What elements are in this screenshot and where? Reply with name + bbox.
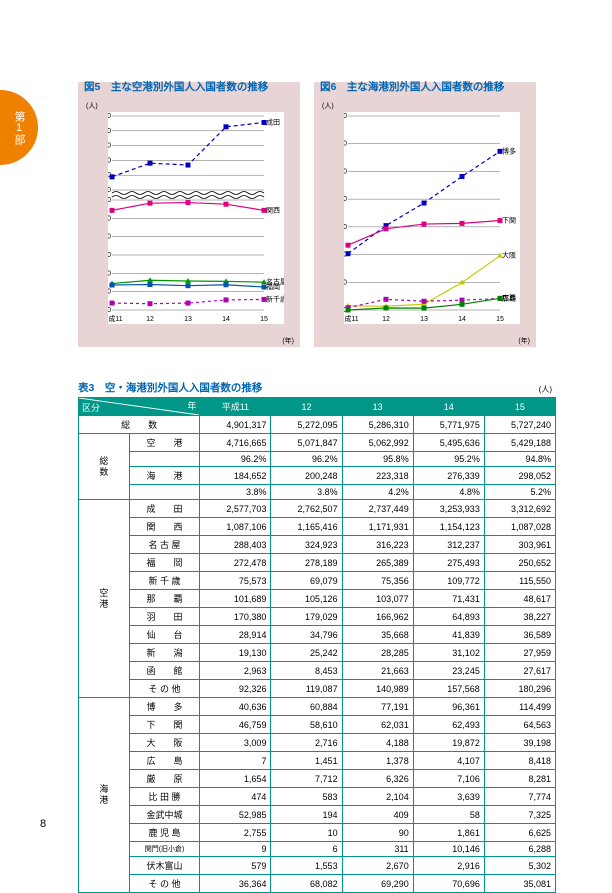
svg-text:3,400,000: 3,400,000 <box>108 113 111 120</box>
svg-text:3,000,000: 3,000,000 <box>108 143 111 150</box>
table-section: 表3 空・海港別外国人入国者数の推移 (人) 区分年平成1112131415総 … <box>78 380 556 893</box>
chart5-unit-x: (年) <box>282 336 294 346</box>
svg-text:0: 0 <box>108 307 111 314</box>
svg-text:平成11: 平成11 <box>344 314 359 323</box>
svg-text:広島: 広島 <box>502 293 516 302</box>
svg-text:400,000: 400,000 <box>108 270 111 277</box>
chart6-plot: 140,000120,000100,00080,00060,00040,0002… <box>344 112 520 324</box>
svg-text:1,000,000: 1,000,000 <box>108 215 111 222</box>
page-number: 8 <box>40 818 46 830</box>
chart5-title: 図5 主な空港別外国人入国者数の推移 <box>84 79 268 94</box>
svg-text:2,800,000: 2,800,000 <box>108 157 111 164</box>
svg-text:12: 12 <box>146 316 154 323</box>
chart5-plot: 3,400,0003,200,0003,000,0002,800,0002,60… <box>108 112 284 324</box>
table-title: 表3 空・海港別外国人入国者数の推移 <box>78 380 556 395</box>
svg-text:14: 14 <box>458 316 466 323</box>
svg-text:12: 12 <box>382 316 390 323</box>
svg-text:関西: 関西 <box>266 206 280 214</box>
side-tab: 第1部 <box>0 90 38 165</box>
svg-text:140,000: 140,000 <box>344 113 347 120</box>
chart6-title: 図6 主な海港別外国人入国者数の推移 <box>320 79 504 94</box>
svg-text:60,000: 60,000 <box>344 224 347 231</box>
data-table: 区分年平成1112131415総 数4,901,3175,272,0955,28… <box>78 397 556 893</box>
chart5-unit-y: (人) <box>86 101 98 111</box>
svg-text:100,000: 100,000 <box>344 168 347 175</box>
chart6: 図6 主な海港別外国人入国者数の推移 (人) 140,000 120,000 100… <box>314 82 536 347</box>
svg-text:成田: 成田 <box>266 117 280 126</box>
svg-text:13: 13 <box>420 316 428 323</box>
table-unit: (人) <box>539 384 552 395</box>
svg-text:200,000: 200,000 <box>108 289 111 296</box>
svg-text:新千歳: 新千歳 <box>266 294 284 303</box>
svg-text:1,200,000: 1,200,000 <box>108 197 111 204</box>
svg-text:2,400,000: 2,400,000 <box>108 187 111 194</box>
svg-text:平成11: 平成11 <box>108 314 123 323</box>
charts-row: 図5 主な空港別外国人入国者数の推移 (人) 3,400,000 3,200,00… <box>78 82 536 347</box>
svg-text:下関: 下関 <box>502 217 516 225</box>
chart5: 図5 主な空港別外国人入国者数の推移 (人) 3,400,000 3,200,00… <box>78 82 300 347</box>
svg-text:120,000: 120,000 <box>344 141 347 148</box>
svg-text:博多: 博多 <box>502 146 516 155</box>
svg-text:20,000: 20,000 <box>344 279 347 286</box>
svg-text:14: 14 <box>222 316 230 323</box>
svg-text:3,200,000: 3,200,000 <box>108 128 111 135</box>
chart6-unit-y: (人) <box>322 101 334 111</box>
chart6-unit-x: (年) <box>518 336 530 346</box>
svg-text:福岡: 福岡 <box>266 282 280 291</box>
svg-text:15: 15 <box>260 316 268 323</box>
svg-text:13: 13 <box>184 316 192 323</box>
svg-text:600,000: 600,000 <box>108 252 111 259</box>
svg-text:800,000: 800,000 <box>108 234 111 241</box>
svg-text:15: 15 <box>496 316 504 323</box>
svg-text:80,000: 80,000 <box>344 196 347 203</box>
svg-text:大阪: 大阪 <box>502 251 516 260</box>
